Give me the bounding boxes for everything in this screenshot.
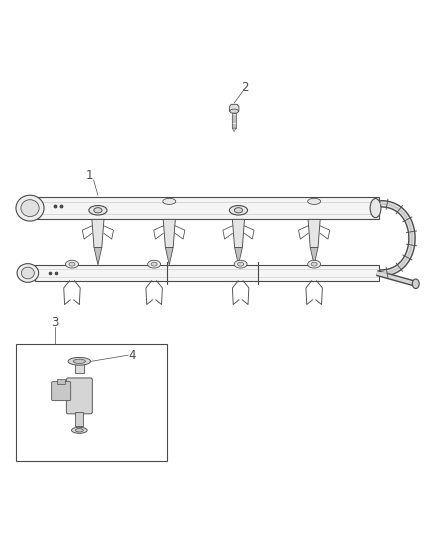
Ellipse shape (94, 208, 102, 213)
FancyBboxPatch shape (35, 265, 379, 281)
Polygon shape (235, 247, 242, 265)
Ellipse shape (21, 200, 39, 216)
Polygon shape (163, 220, 175, 247)
Polygon shape (233, 220, 244, 247)
Text: 3: 3 (51, 316, 58, 329)
Ellipse shape (66, 260, 78, 268)
Ellipse shape (307, 198, 321, 204)
Ellipse shape (89, 206, 107, 215)
Ellipse shape (163, 198, 176, 204)
Polygon shape (92, 220, 104, 247)
Ellipse shape (234, 260, 247, 268)
Ellipse shape (412, 279, 419, 288)
Ellipse shape (71, 427, 87, 433)
FancyBboxPatch shape (232, 111, 236, 128)
Ellipse shape (311, 262, 317, 266)
Ellipse shape (16, 195, 44, 221)
Polygon shape (232, 128, 236, 132)
Ellipse shape (68, 358, 91, 365)
FancyBboxPatch shape (16, 344, 167, 461)
Polygon shape (308, 220, 320, 247)
FancyBboxPatch shape (66, 378, 92, 414)
Ellipse shape (230, 109, 238, 114)
Ellipse shape (237, 262, 244, 266)
FancyBboxPatch shape (74, 361, 84, 374)
Ellipse shape (75, 429, 83, 432)
FancyBboxPatch shape (37, 197, 379, 220)
Ellipse shape (148, 260, 161, 268)
Ellipse shape (230, 206, 247, 215)
FancyBboxPatch shape (75, 412, 83, 426)
Text: 2: 2 (241, 80, 249, 93)
Ellipse shape (151, 262, 157, 266)
Ellipse shape (234, 208, 243, 213)
Text: 4: 4 (129, 349, 136, 362)
Text: 1: 1 (85, 169, 93, 182)
Polygon shape (166, 247, 173, 265)
Ellipse shape (17, 264, 39, 282)
FancyBboxPatch shape (52, 382, 71, 401)
Ellipse shape (73, 359, 85, 364)
Polygon shape (230, 104, 239, 111)
Polygon shape (94, 247, 102, 265)
FancyBboxPatch shape (57, 378, 65, 384)
Ellipse shape (21, 267, 34, 279)
Ellipse shape (370, 199, 381, 217)
Ellipse shape (69, 262, 75, 266)
Polygon shape (310, 247, 318, 265)
Ellipse shape (307, 260, 321, 268)
